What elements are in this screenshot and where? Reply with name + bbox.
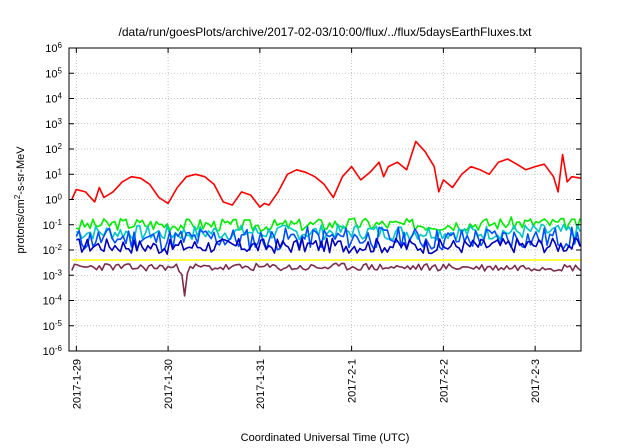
y-tick-label: 10-2 [43, 243, 63, 258]
y-tick-exponent: 2 [58, 142, 63, 151]
y-tick-label: 10-1 [43, 217, 63, 232]
y-tick-label: 103 [45, 116, 62, 131]
y-tick-base: 10 [43, 245, 55, 257]
y-tick-exponent: 5 [58, 66, 63, 75]
y-tick-exponent: 3 [58, 116, 63, 125]
x-tick-label: 2017-1-29 [71, 359, 83, 409]
flux-series-line-1 [71, 140, 582, 208]
y-tick-base: 10 [43, 296, 55, 308]
y-tick-exponent: -5 [55, 318, 63, 327]
x-tick-labels: 2017-1-29 2017-1-30 2017-1-31 2017-2-1 2017-… [71, 359, 542, 409]
x-tick-label: 2017-2-1 [347, 359, 359, 403]
y-tick-exponent: -1 [55, 217, 63, 226]
y-tick-exponent: -6 [55, 344, 63, 353]
y-tick-base: 10 [45, 195, 57, 207]
y-tick-exponent: -2 [55, 243, 63, 252]
x-axis-label: Coordinated Universal Time (UTC) [241, 432, 410, 444]
flux-series-line-5 [76, 237, 581, 255]
flux-series-line-4 [75, 226, 581, 251]
y-tick-label: 10-4 [43, 293, 63, 308]
y-tick-exponent: -3 [55, 268, 63, 277]
y-tick-label: 105 [45, 66, 62, 81]
y-tick-base: 10 [45, 68, 57, 80]
y-tick-label: 101 [45, 167, 62, 182]
flux-series-line-7 [71, 262, 582, 297]
chart-title: /data/run/goesPlots/archive/2017-02-03/1… [119, 25, 533, 39]
y-tick-exponent: 0 [58, 192, 63, 201]
y-axis-label-main: protons/cm [15, 199, 27, 253]
y-tick-label: 10-3 [43, 268, 63, 283]
flux-series-line-2 [75, 216, 581, 233]
y-tick-base: 10 [43, 346, 55, 358]
data-series-group [71, 140, 582, 297]
tick-marks [69, 47, 581, 352]
y-tick-exponent: 6 [58, 41, 63, 50]
y-tick-label: 102 [45, 142, 62, 157]
y-tick-base: 10 [45, 94, 57, 106]
y-tick-label: 100 [45, 192, 62, 207]
y-tick-base: 10 [43, 270, 55, 282]
y-tick-base: 10 [45, 144, 57, 156]
y-tick-base: 10 [45, 169, 57, 181]
y-tick-base: 10 [43, 220, 55, 232]
y-tick-exponent: 4 [58, 91, 63, 100]
y-tick-base: 10 [43, 321, 55, 333]
y-tick-base: 10 [45, 43, 57, 55]
grid-lines [69, 48, 581, 351]
y-tick-label: 10-5 [43, 318, 63, 333]
y-axis-label: protons/cm2-s-sr-MeV [13, 146, 28, 254]
y-tick-exponent: 1 [58, 167, 63, 176]
x-tick-label: 2017-1-30 [163, 359, 175, 409]
x-tick-label: 2017-2-2 [438, 359, 450, 403]
x-tick-label: 2017-2-3 [530, 359, 542, 403]
y-tick-label: 104 [45, 91, 62, 106]
y-tick-labels: 10-610-510-410-310-210-11001011021031041… [43, 41, 63, 359]
y-tick-base: 10 [45, 119, 57, 131]
x-tick-label: 2017-1-31 [255, 359, 267, 409]
y-tick-label: 106 [45, 41, 62, 56]
y-tick-exponent: -4 [55, 293, 63, 302]
y-axis-label-superscript: 2 [13, 194, 22, 199]
y-axis-label-tail: -s-sr-MeV [15, 146, 27, 195]
y-tick-label: 10-6 [43, 344, 63, 359]
